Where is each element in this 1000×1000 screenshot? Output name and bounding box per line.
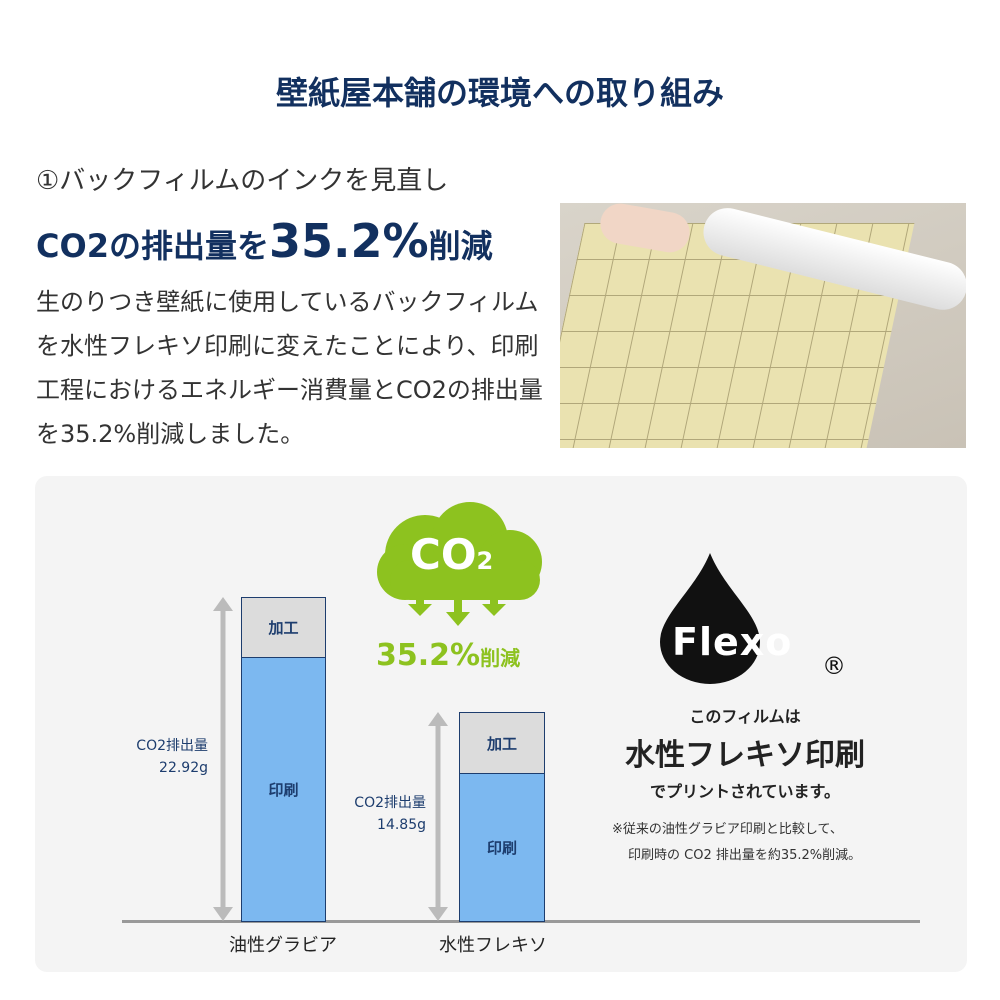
segment-processing: 加工: [242, 598, 325, 658]
flexo-line3: でプリントされています。: [650, 782, 840, 801]
segment-printing: 印刷: [242, 658, 325, 921]
total-label-flexo: CO2排出量 14.85g: [354, 795, 426, 833]
total-label-gravure: CO2排出量 22.92g: [136, 738, 208, 776]
registered-mark: ®: [822, 652, 846, 680]
segment-processing: 加工: [460, 713, 544, 774]
segment-printing: 印刷: [460, 774, 544, 921]
section-headline: CO2の排出量を35.2%削減: [36, 214, 493, 268]
category-flexo: 水性フレキソ: [439, 935, 547, 956]
headline-post: 削減: [428, 227, 493, 265]
flexo-note1: ※従来の油性グラビア印刷と比較して、: [612, 822, 843, 837]
page-title: 壁紙屋本舗の環境への取り組み: [275, 74, 724, 112]
bar-flexo: 加工 印刷: [459, 712, 545, 922]
reduction-label: 35.2%削減: [376, 638, 521, 673]
product-photo: [560, 203, 966, 448]
flexo-note2: 印刷時の CO2 排出量を約35.2%削減。: [628, 848, 862, 863]
co2-cloud-icon: [377, 502, 542, 626]
ink-drop-icon: [660, 553, 760, 684]
flexo-line2: 水性フレキソ印刷: [625, 738, 865, 773]
height-arrow-icon: [428, 712, 448, 921]
headline-pre: CO2の排出量を: [36, 227, 269, 265]
headline-value: 35.2%: [268, 214, 429, 268]
section-subtitle: ①バックフィルムのインクを見直し: [36, 166, 449, 196]
height-arrow-icon: [213, 597, 233, 921]
flexo-line1: このフィルムは: [689, 707, 801, 726]
cloud-text: CO2: [410, 530, 494, 579]
flexo-logo-text: Flexo: [672, 620, 793, 664]
bar-gravure: 加工 印刷: [241, 597, 326, 922]
section-body: 生のりつき壁紙に使用しているバックフィルムを水性フレキソ印刷に変えたことにより、…: [36, 288, 543, 448]
category-gravure: 油性グラビア: [229, 935, 337, 956]
